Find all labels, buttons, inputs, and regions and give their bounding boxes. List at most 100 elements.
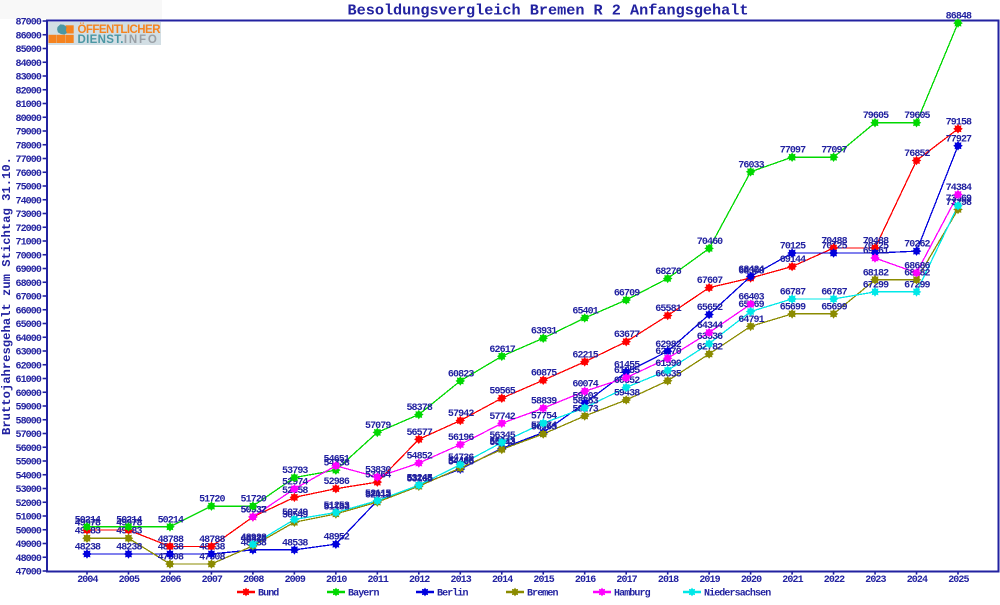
svg-text:58000: 58000 [15, 416, 41, 427]
svg-text:48788: 48788 [199, 535, 225, 546]
svg-text:62215: 62215 [572, 350, 598, 361]
svg-text:62617: 62617 [489, 345, 515, 356]
svg-text:Bruttojahresgehalt zum Stichta: Bruttojahresgehalt zum Stichtag 31.10. [0, 157, 14, 435]
svg-text:81000: 81000 [15, 100, 41, 111]
svg-text:87000: 87000 [15, 18, 41, 29]
svg-text:54651: 54651 [324, 454, 350, 465]
svg-text:56000: 56000 [15, 444, 41, 455]
svg-text:60000: 60000 [15, 389, 41, 400]
svg-text:51720: 51720 [199, 495, 225, 506]
svg-text:68424: 68424 [738, 265, 764, 276]
svg-text:62782: 62782 [697, 343, 723, 354]
svg-text:65401: 65401 [572, 306, 598, 317]
svg-text:66403: 66403 [738, 293, 764, 304]
svg-text:76000: 76000 [15, 169, 41, 180]
svg-text:2018: 2018 [658, 575, 679, 586]
svg-text:73569: 73569 [946, 194, 972, 205]
svg-text:47508: 47508 [199, 553, 225, 564]
svg-text:Besoldungsvergleich Bremen R 2: Besoldungsvergleich Bremen R 2 Anfangsge… [347, 2, 748, 20]
svg-text:73000: 73000 [15, 210, 41, 221]
svg-text:2019: 2019 [699, 575, 720, 586]
svg-text:64791: 64791 [738, 315, 764, 326]
svg-text:57074: 57074 [531, 421, 557, 432]
svg-text:63000: 63000 [15, 348, 41, 359]
svg-text:2025: 2025 [948, 575, 969, 586]
svg-text:72000: 72000 [15, 224, 41, 235]
svg-text:50549: 50549 [282, 511, 308, 522]
svg-text:70262: 70262 [904, 240, 930, 251]
svg-text:67607: 67607 [697, 276, 723, 287]
svg-text:76852: 76852 [904, 149, 930, 160]
svg-text:2013: 2013 [450, 575, 471, 586]
svg-text:51253: 51253 [324, 501, 350, 512]
svg-text:2014: 2014 [492, 575, 513, 586]
svg-text:57079: 57079 [365, 421, 391, 432]
svg-text:86848: 86848 [946, 12, 972, 23]
svg-text:55000: 55000 [15, 458, 41, 469]
svg-text:57754: 57754 [531, 412, 557, 423]
svg-text:2010: 2010 [326, 575, 347, 586]
svg-text:67299: 67299 [904, 280, 930, 291]
svg-text:51000: 51000 [15, 513, 41, 524]
svg-text:59000: 59000 [15, 403, 41, 414]
svg-text:84000: 84000 [15, 59, 41, 70]
svg-text:2015: 2015 [533, 575, 554, 586]
svg-text:77097: 77097 [821, 146, 847, 157]
svg-text:66787: 66787 [821, 287, 847, 298]
svg-text:62982: 62982 [655, 340, 681, 351]
svg-text:77097: 77097 [780, 146, 806, 157]
svg-text:50000: 50000 [15, 526, 41, 537]
svg-text:66000: 66000 [15, 306, 41, 317]
svg-text:82000: 82000 [15, 86, 41, 97]
svg-text:57942: 57942 [448, 409, 474, 420]
svg-text:59565: 59565 [489, 387, 515, 398]
svg-text:69144: 69144 [780, 255, 806, 266]
svg-text:48238: 48238 [75, 542, 101, 553]
svg-text:86000: 86000 [15, 31, 41, 42]
svg-text:2007: 2007 [202, 575, 223, 586]
svg-text:2024: 2024 [907, 575, 928, 586]
svg-text:50214: 50214 [158, 515, 184, 526]
svg-text:67299: 67299 [863, 280, 889, 291]
svg-text:65652: 65652 [697, 303, 723, 314]
svg-text:2023: 2023 [865, 575, 886, 586]
svg-text:63677: 63677 [614, 330, 640, 341]
svg-text:48238: 48238 [116, 542, 142, 553]
svg-text:52013: 52013 [365, 491, 391, 502]
svg-text:60074: 60074 [572, 380, 598, 391]
svg-text:62000: 62000 [15, 361, 41, 372]
svg-text:54736: 54736 [448, 453, 474, 464]
svg-text:58839: 58839 [531, 397, 557, 408]
svg-text:50214: 50214 [75, 515, 101, 526]
svg-text:64000: 64000 [15, 334, 41, 345]
svg-text:2021: 2021 [782, 575, 803, 586]
svg-text:52115: 52115 [365, 489, 391, 500]
svg-text:63536: 63536 [697, 332, 723, 343]
svg-text:65000: 65000 [15, 320, 41, 331]
svg-text:57742: 57742 [489, 412, 515, 423]
svg-text:60823: 60823 [448, 369, 474, 380]
svg-text:53245: 53245 [406, 474, 432, 485]
svg-text:70460: 70460 [697, 237, 723, 248]
svg-text:50937: 50937 [241, 505, 267, 516]
svg-text:61455: 61455 [614, 361, 640, 372]
svg-text:51153: 51153 [324, 502, 350, 513]
svg-text:47000: 47000 [15, 568, 41, 579]
svg-text:61000: 61000 [15, 375, 41, 386]
svg-text:78000: 78000 [15, 141, 41, 152]
svg-text:48828: 48828 [241, 534, 267, 545]
svg-text:52000: 52000 [15, 499, 41, 510]
svg-text:56196: 56196 [448, 433, 474, 444]
svg-text:58378: 58378 [406, 403, 432, 414]
svg-text:61590: 61590 [655, 359, 681, 370]
svg-text:65699: 65699 [821, 302, 847, 313]
svg-text:52974: 52974 [282, 477, 308, 488]
svg-text:70488: 70488 [863, 237, 889, 248]
svg-text:80000: 80000 [15, 114, 41, 125]
svg-text:52113: 52113 [365, 489, 391, 500]
svg-text:68686: 68686 [904, 261, 930, 272]
svg-text:54852: 54852 [406, 452, 432, 463]
svg-text:Bremen: Bremen [527, 589, 559, 600]
svg-text:63931: 63931 [531, 327, 557, 338]
svg-text:60835: 60835 [655, 369, 681, 380]
